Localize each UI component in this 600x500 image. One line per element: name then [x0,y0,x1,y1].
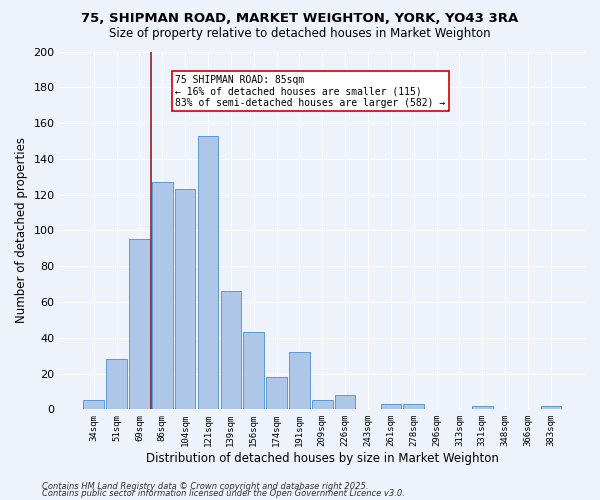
Text: Contains public sector information licensed under the Open Government Licence v3: Contains public sector information licen… [42,490,405,498]
Bar [129,240,150,410]
Bar [380,404,401,409]
Bar [106,359,127,410]
X-axis label: Distribution of detached houses by size in Market Weighton: Distribution of detached houses by size … [146,452,499,465]
Bar [152,182,173,410]
Bar [175,190,196,410]
Bar [335,395,355,409]
Bar [244,332,264,409]
Bar [541,406,561,409]
Bar [289,352,310,410]
Y-axis label: Number of detached properties: Number of detached properties [15,138,28,324]
Bar [472,406,493,409]
Text: 75 SHIPMAN ROAD: 85sqm
← 16% of detached houses are smaller (115)
83% of semi-de: 75 SHIPMAN ROAD: 85sqm ← 16% of detached… [175,75,445,108]
Bar [198,136,218,409]
Bar [221,291,241,410]
Text: 75, SHIPMAN ROAD, MARKET WEIGHTON, YORK, YO43 3RA: 75, SHIPMAN ROAD, MARKET WEIGHTON, YORK,… [82,12,518,26]
Bar [312,400,332,409]
Bar [403,404,424,409]
Text: Contains HM Land Registry data © Crown copyright and database right 2025.: Contains HM Land Registry data © Crown c… [42,482,368,491]
Bar [266,377,287,410]
Text: Size of property relative to detached houses in Market Weighton: Size of property relative to detached ho… [109,28,491,40]
Bar [83,400,104,409]
